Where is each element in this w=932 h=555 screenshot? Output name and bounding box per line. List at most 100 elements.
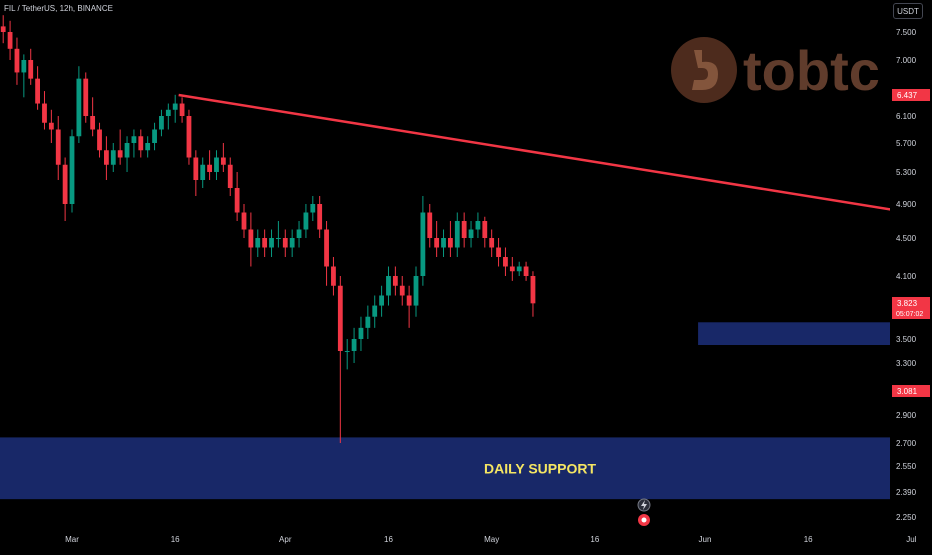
candle-body	[530, 276, 536, 304]
candle-body	[172, 103, 178, 110]
candle-body	[482, 221, 488, 238]
currency-button[interactable]: USDT	[893, 3, 923, 19]
candle-body	[124, 143, 130, 158]
time-tick: Mar	[65, 535, 79, 544]
candle-body	[461, 221, 467, 238]
candle-body	[262, 238, 268, 248]
price-tick: 2.900	[896, 411, 917, 420]
candle-body	[255, 238, 261, 248]
candle-body	[159, 116, 164, 130]
trendline	[178, 93, 932, 218]
price-tick: 7.500	[896, 28, 917, 37]
price-label-bg	[892, 385, 930, 397]
candle-body	[516, 266, 522, 272]
time-tick: 16	[384, 535, 393, 544]
tobtc-logo: tobtc	[671, 37, 880, 103]
candle-body	[138, 136, 144, 151]
candle-body	[331, 266, 336, 286]
bolt-glyph-icon	[641, 500, 647, 510]
price-label: 3.823	[897, 299, 918, 308]
price-tick: 2.390	[896, 488, 917, 497]
candle-body	[523, 266, 529, 276]
support-zone-1	[0, 437, 890, 500]
candle-body	[248, 229, 254, 248]
candle-body	[496, 247, 501, 257]
event-icons	[637, 498, 651, 526]
candle-body	[489, 238, 495, 248]
candle-body	[179, 103, 185, 116]
candle-body	[145, 143, 151, 151]
candle-body	[337, 285, 343, 351]
candle-body	[269, 238, 274, 248]
candle-body	[90, 116, 96, 130]
time-tick: May	[484, 535, 499, 544]
candle-body	[83, 78, 89, 116]
candle-body	[227, 164, 233, 188]
candle-body	[131, 136, 137, 143]
event-dot-icon	[641, 517, 647, 523]
candle-body	[104, 150, 109, 165]
candle-body	[441, 238, 446, 248]
time-tick: 16	[804, 535, 813, 544]
candle-body	[234, 188, 240, 213]
candle-body	[448, 238, 453, 248]
zones-layer: DAILY SUPPORT	[0, 322, 890, 500]
candle-body	[7, 32, 13, 49]
price-tick: 4.500	[896, 234, 917, 243]
candle-body	[110, 150, 116, 165]
price-tick: 2.250	[896, 513, 917, 522]
candle-body	[399, 285, 405, 296]
price-label-bg	[892, 297, 930, 319]
candle-body	[42, 103, 47, 123]
candle-body	[406, 295, 412, 306]
candle-body	[186, 116, 192, 158]
candle-body	[468, 229, 474, 238]
price-tick: 4.900	[896, 200, 917, 209]
candle-body	[386, 276, 391, 296]
price-tick: 7.000	[896, 56, 917, 65]
candle-body	[214, 157, 219, 172]
candle-body	[289, 238, 295, 248]
candle-body	[193, 157, 199, 180]
candle-body	[282, 238, 288, 248]
candle-body	[152, 129, 157, 143]
support-zone-0	[698, 322, 890, 345]
candle-body	[365, 316, 371, 328]
candle-body	[62, 164, 68, 204]
watermark-text: tobtc	[743, 39, 880, 102]
candle-body	[358, 327, 364, 339]
candle-body	[35, 78, 40, 104]
candle-body	[310, 204, 316, 213]
drawings-layer	[178, 93, 932, 218]
price-label-bg	[892, 89, 930, 101]
candle-body	[303, 212, 309, 230]
price-tick: 5.300	[896, 168, 917, 177]
candle-body	[220, 157, 226, 165]
price-tick: 3.500	[896, 335, 917, 344]
candle-body	[28, 60, 34, 79]
symbol-title[interactable]: FIL / TetherUS, 12h, BINANCE	[4, 4, 113, 13]
candle-body	[351, 339, 357, 351]
time-tick: 16	[171, 535, 180, 544]
candle-body	[475, 221, 481, 230]
price-tick: 5.700	[896, 139, 917, 148]
candle-body	[503, 257, 508, 267]
candle-body	[454, 221, 460, 248]
price-axis[interactable]: 7.500 7.000 6.437 6.100 5.700 5.300 4.900 4.500…	[890, 0, 932, 550]
candle-body	[324, 229, 329, 267]
candles-layer	[0, 15, 536, 443]
candle-body	[200, 164, 206, 180]
candle-body	[296, 229, 302, 238]
price-tick: 4.100	[896, 272, 917, 281]
time-axis-bg	[0, 528, 932, 550]
time-axis[interactable]: Mar16Apr16May16Jun16Jul16Aug16Sep16Oct16	[0, 528, 932, 550]
candle-body	[14, 48, 20, 73]
candle-body	[276, 238, 281, 239]
candle-body	[21, 60, 27, 73]
candle-body	[427, 212, 433, 238]
candle-body	[509, 266, 515, 272]
price-tick: 2.550	[896, 462, 917, 471]
candle-body	[165, 109, 171, 116]
